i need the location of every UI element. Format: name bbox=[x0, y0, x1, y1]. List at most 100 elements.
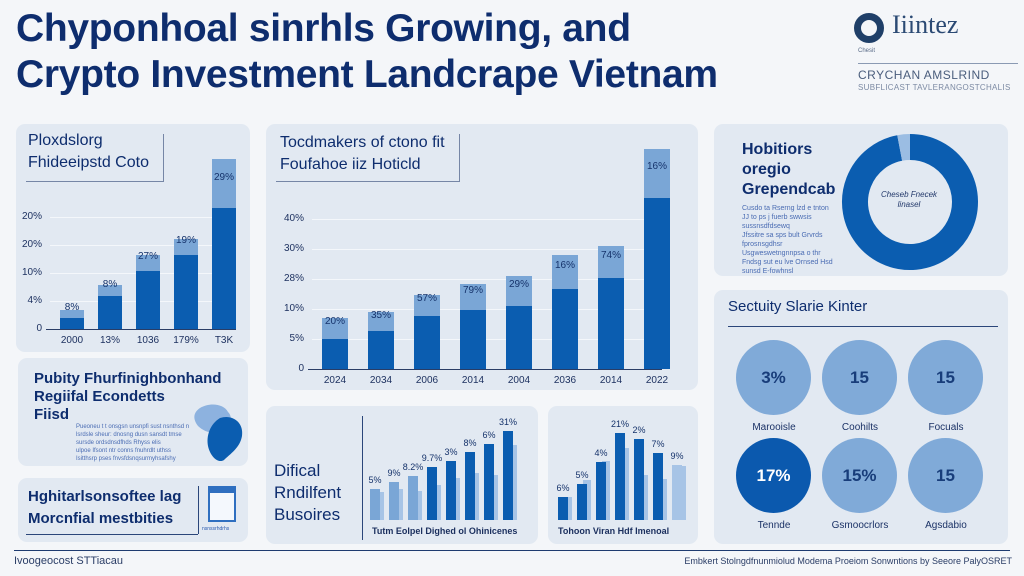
card-4-title: Sectuity Slarie Kinter bbox=[728, 298, 868, 315]
bar-base bbox=[644, 198, 670, 369]
y-tick-label: 30% bbox=[283, 243, 304, 254]
bar-base bbox=[98, 296, 122, 329]
stat-circle: 15 bbox=[822, 340, 897, 415]
bar-front bbox=[408, 475, 418, 520]
bar-value-label: 9% bbox=[387, 467, 401, 478]
card-5-title-line-2: Regiifal Econdetts bbox=[34, 388, 165, 405]
card-3-body: Cusdo ta Rserng lzd e tnton JJ to ps j fu… bbox=[742, 204, 842, 276]
card-7-title-line-2: Rndilfent bbox=[274, 483, 342, 502]
bar-value-label: 5% bbox=[368, 475, 382, 486]
card-1-title: Ploxdslorg Fhideeipstd Coto bbox=[28, 130, 149, 174]
bar-value-label: 6% bbox=[482, 430, 496, 441]
body-line: Cusdo ta Rserng lzd e tnton bbox=[742, 205, 829, 212]
stat-label: Agsdabio bbox=[925, 520, 967, 531]
y-tick-label: 4% bbox=[27, 295, 42, 306]
bar-top bbox=[460, 283, 486, 311]
bar-value-label: 29% bbox=[508, 279, 529, 291]
card-6-title-line-1: Hghitarlsonsoftee lag bbox=[28, 488, 182, 505]
donut-slice-main bbox=[842, 134, 978, 270]
card-5-title-line-1: Pubity Fhurfinighbonhand bbox=[34, 370, 222, 387]
card-8-caption: Tohoon Viran Hdf Imenoal bbox=[558, 526, 670, 536]
y-tick-label: 0 bbox=[298, 363, 304, 374]
bar-base bbox=[598, 277, 624, 369]
bar-value-label: 27% bbox=[137, 251, 158, 263]
bar-front bbox=[634, 439, 644, 520]
bar-base bbox=[460, 310, 486, 369]
y-tick-label: 10% bbox=[21, 267, 42, 278]
bar-value-label: 5% bbox=[575, 470, 589, 481]
stat-circle: 17% bbox=[736, 438, 811, 513]
donut-chart bbox=[842, 134, 978, 270]
logo-subtagline: SUBFLICAST TAVLERANGOSTCHALIS bbox=[858, 83, 1011, 92]
bar-base bbox=[136, 271, 160, 329]
bar-value-label: 29% bbox=[213, 171, 234, 183]
card-7-caption: Tutm Eolpel Dighed ol Ohinicenes bbox=[372, 526, 518, 536]
logo-divider bbox=[858, 63, 1018, 64]
bar-base bbox=[552, 289, 578, 369]
y-tick-label: 5% bbox=[289, 333, 304, 344]
logo: Iiintez Chesit CRYCHAN AMSLRIND SUBFLICA… bbox=[848, 8, 1018, 108]
bar-front bbox=[558, 496, 568, 520]
card-regional: Pubity Fhurfinighbonhand Regiifal Econde… bbox=[18, 358, 248, 466]
body-line: sunsd E-fowhnsl bbox=[742, 268, 794, 275]
bar-base bbox=[506, 306, 532, 369]
bar-value-label: 4% bbox=[594, 448, 608, 459]
card-2-title-line-2: Foufahoe iiz Hoticld bbox=[280, 156, 421, 173]
card-6-title-line-2: Morcnfial mestbities bbox=[28, 510, 174, 527]
bar-value-label: 7% bbox=[651, 438, 665, 449]
card-6-vrule bbox=[198, 486, 199, 534]
card-chart-3: Difical Rndilfent Busoires 5% 9% 8.2% 9.7% 3… bbox=[266, 406, 538, 544]
bar-value-label: 74% bbox=[600, 249, 621, 261]
bar-base bbox=[414, 315, 440, 369]
bar-value-label: 8% bbox=[64, 301, 80, 313]
bar-back bbox=[602, 461, 610, 520]
card-2-title-line-1: Tocdmakers of ctono fit bbox=[280, 134, 445, 151]
x-tick-label: 2000 bbox=[60, 335, 84, 346]
bar-back bbox=[376, 492, 384, 520]
bar-value-label: 19% bbox=[175, 234, 196, 246]
bar-front bbox=[465, 451, 475, 520]
bar-front bbox=[389, 481, 399, 520]
card-5-title: Pubity Fhurfinighbonhand Regiifal Econde… bbox=[34, 370, 221, 424]
bar-top bbox=[552, 255, 578, 290]
x-tick-label: 2022 bbox=[645, 375, 669, 386]
bar-top bbox=[598, 245, 624, 278]
bar-base bbox=[60, 318, 84, 329]
card-5-title-line-3: Fiisd bbox=[34, 406, 70, 423]
card-3-title-line-1: Hobitiors bbox=[742, 141, 813, 158]
gridline bbox=[312, 339, 662, 340]
gridline bbox=[50, 217, 236, 218]
card-chart-2: Tocdmakers of ctono fit Foufahoe iiz Hot… bbox=[266, 124, 698, 390]
bar-back bbox=[564, 496, 572, 520]
body-line: Jfssitre sa sps bult Grvrds bbox=[742, 232, 823, 239]
card-7-title-line-1: Difical bbox=[274, 461, 321, 480]
stat-label: Tennde bbox=[757, 520, 791, 531]
x-tick-label: 2014 bbox=[599, 375, 623, 386]
body-line: Pueoneu t t onsgsn unsnpfi sust nsnthsd … bbox=[76, 424, 190, 430]
x-tick-label: T3K bbox=[214, 335, 234, 346]
bar-back bbox=[490, 474, 498, 520]
bar-top bbox=[414, 294, 440, 316]
card-merchant: Hghitarlsonsoftee lag Morcnfial mestbiti… bbox=[18, 478, 248, 542]
card-6-title: Hghitarlsonsoftee lag Morcnfial mestbiti… bbox=[28, 486, 181, 530]
stat-label: Focuals bbox=[928, 422, 964, 433]
donut-center-label: Cheseb Fnecek linasel bbox=[880, 190, 938, 209]
gridline bbox=[312, 309, 662, 310]
bar-back bbox=[433, 485, 441, 520]
footer-divider bbox=[14, 550, 1010, 551]
bar-value-label: 21% bbox=[610, 418, 629, 429]
bar-back bbox=[509, 445, 517, 520]
stat-circle: 15% bbox=[822, 438, 897, 513]
bar-back bbox=[678, 466, 686, 520]
stat-circle: 15 bbox=[908, 340, 983, 415]
card-3-title-line-2: oregio bbox=[742, 161, 791, 178]
bar-value-label: 35% bbox=[370, 309, 391, 321]
stat-label: Coohilts bbox=[841, 422, 879, 433]
x-axis-line bbox=[46, 329, 236, 330]
document-icon-caption: nsnssrhdrhs bbox=[202, 526, 230, 532]
bar-value-label: 31% bbox=[498, 416, 517, 427]
body-line: Isitthsrp pses fnvsfdsnqsurmyhsafshy bbox=[76, 456, 176, 462]
donut-slice-other bbox=[897, 134, 911, 161]
gridline bbox=[312, 219, 662, 220]
page-title: Chyponhoal sinrhls Growing, and Crypto I… bbox=[16, 6, 718, 98]
